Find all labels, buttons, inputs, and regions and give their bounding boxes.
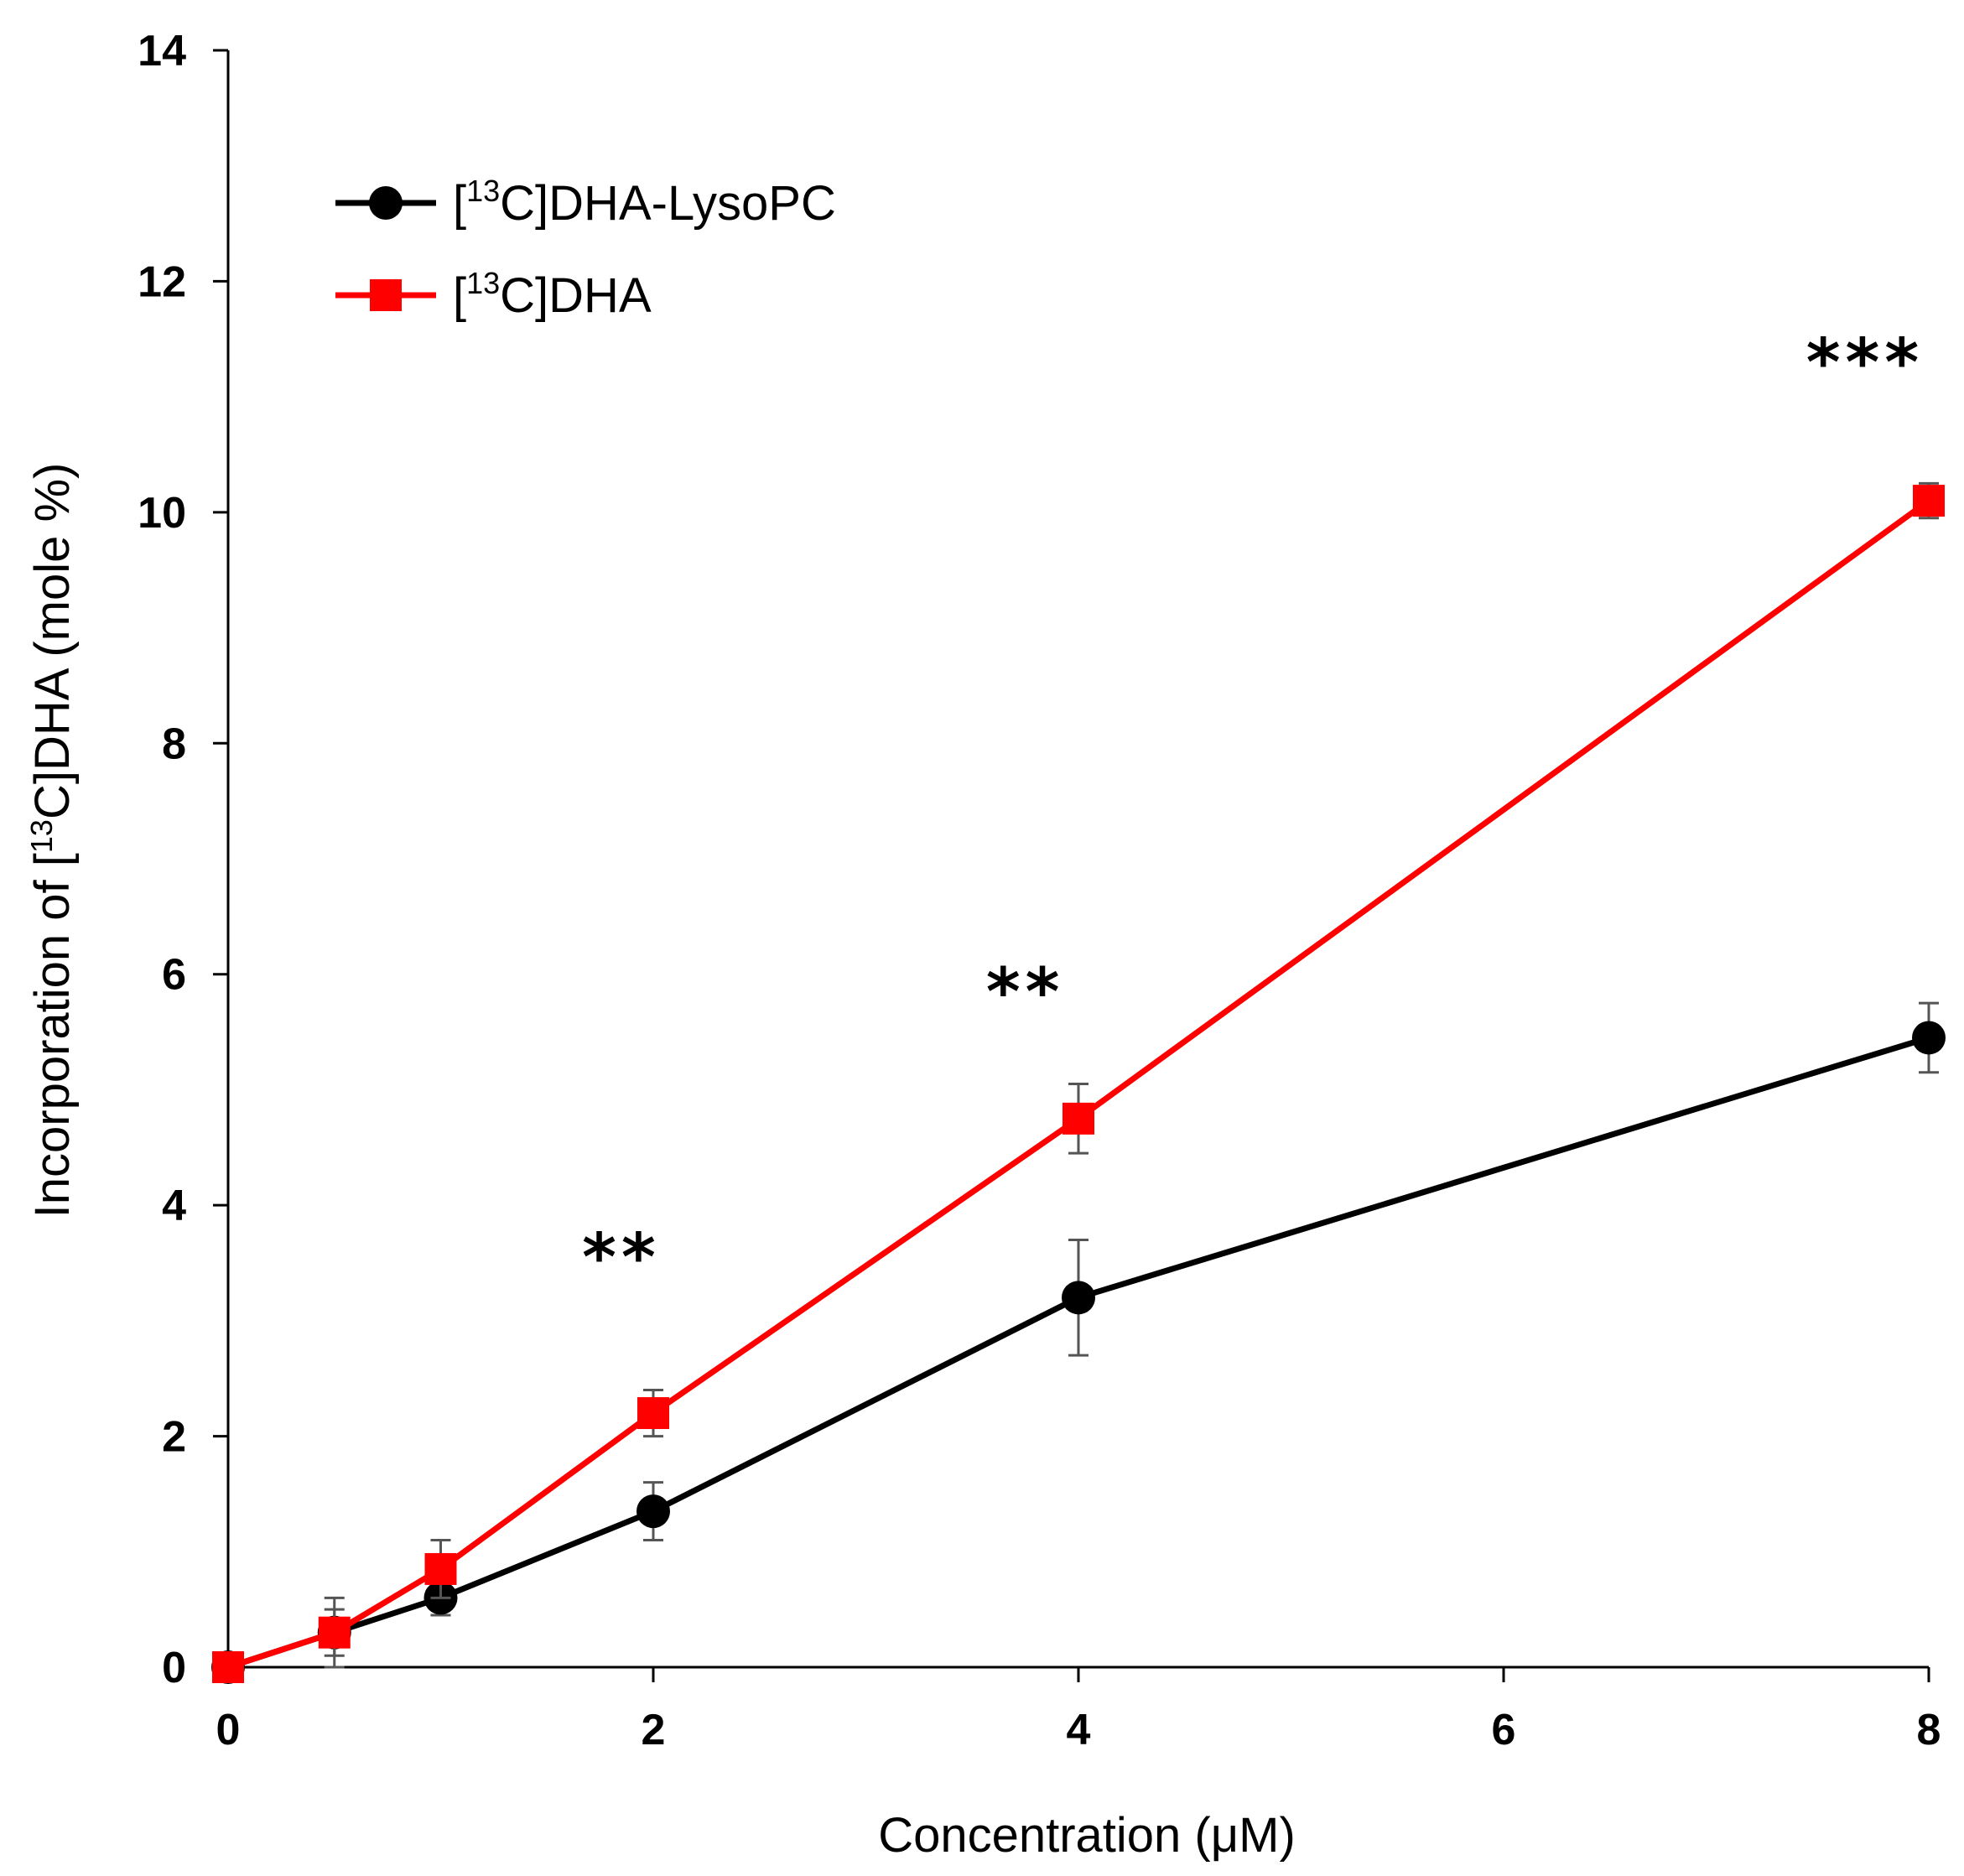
data-point-square bbox=[1913, 485, 1945, 517]
legend-marker-square bbox=[370, 279, 402, 311]
y-tick-label: 12 bbox=[138, 257, 186, 306]
legend-label-pre: [ bbox=[453, 176, 466, 231]
data-point-circle bbox=[636, 1494, 670, 1529]
significance-marker: *** bbox=[1806, 325, 1924, 401]
legend-label-sup: 13 bbox=[466, 174, 500, 208]
y-tick-label: 0 bbox=[162, 1644, 186, 1692]
legend-entry: [13C]DHA-LysoPC bbox=[335, 174, 836, 231]
legend-label-pre: [ bbox=[453, 268, 466, 323]
series-line bbox=[226, 498, 1931, 1671]
y-tick-label: 4 bbox=[162, 1182, 186, 1230]
y-axis-title-pre: Incorporation of [ bbox=[25, 853, 80, 1218]
legend: [13C]DHA-LysoPC[13C]DHA bbox=[335, 174, 836, 323]
y-axis-title-post: C]DHA (mole %) bbox=[25, 463, 80, 819]
data-point-circle bbox=[1062, 1281, 1095, 1315]
legend-label-post: C]DHA-LysoPC bbox=[500, 176, 836, 231]
significance-marker: ** bbox=[582, 1221, 661, 1297]
y-tick-label: 10 bbox=[138, 489, 186, 538]
legend-marker-circle bbox=[369, 186, 403, 220]
data-point-square bbox=[212, 1651, 244, 1683]
data-point-square bbox=[424, 1552, 457, 1585]
x-tick-label: 8 bbox=[1917, 1706, 1941, 1754]
legend-entry: [13C]DHA bbox=[335, 266, 652, 323]
series-layer bbox=[211, 481, 1946, 1684]
data-point-circle bbox=[1912, 1021, 1946, 1055]
y-tick-label: 2 bbox=[162, 1413, 186, 1462]
data-point-square bbox=[318, 1616, 351, 1649]
x-tick-label: 6 bbox=[1492, 1706, 1516, 1754]
legend-label: [13C]DHA-LysoPC bbox=[453, 174, 836, 231]
x-tick-label: 2 bbox=[642, 1706, 666, 1754]
data-point-square bbox=[1063, 1102, 1094, 1135]
y-axis-title: Incorporation of [13C]DHA (mole %) bbox=[24, 463, 80, 1219]
x-tick-label: 0 bbox=[216, 1706, 241, 1754]
series-square bbox=[212, 481, 1945, 1683]
x-tick-label: 4 bbox=[1067, 1706, 1091, 1754]
y-tick-label: 8 bbox=[162, 720, 186, 768]
y-tick-label: 6 bbox=[162, 951, 186, 1000]
data-point-square bbox=[637, 1397, 669, 1430]
annotations: ******* bbox=[582, 325, 1924, 1297]
legend-label-sup: 13 bbox=[466, 266, 500, 300]
significance-marker: ** bbox=[986, 955, 1065, 1031]
legend-label: [13C]DHA bbox=[453, 266, 652, 323]
legend-label-post: C]DHA bbox=[500, 268, 652, 323]
y-axis-title-sup: 13 bbox=[24, 819, 59, 853]
y-tick-label: 14 bbox=[138, 27, 186, 75]
x-axis-title: Concentration (μM) bbox=[878, 1808, 1296, 1863]
axes: 0 2 4 6 8 10 12 14 0 2 4 6 8 bbox=[138, 27, 1941, 1754]
